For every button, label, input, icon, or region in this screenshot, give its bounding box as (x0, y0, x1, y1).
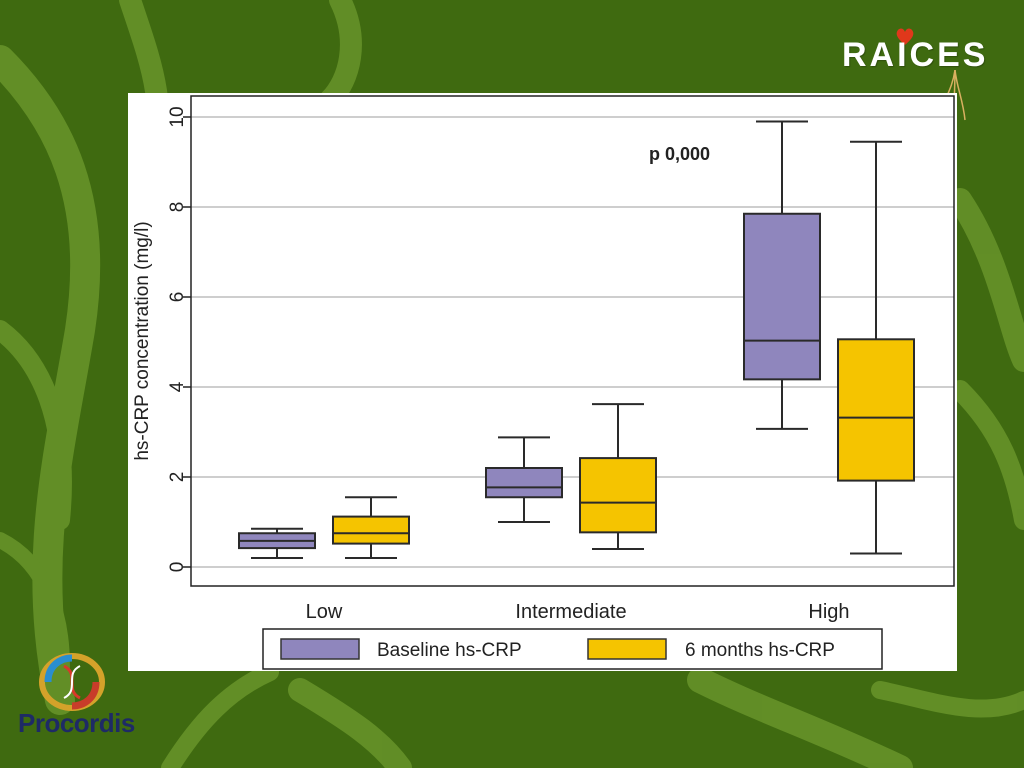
x-category-label: Low (306, 601, 343, 623)
heart-icon (896, 28, 914, 45)
legend-box (262, 628, 883, 670)
procordis-emblem-icon (39, 653, 105, 711)
legend-swatch-baseline (280, 638, 360, 660)
y-tick-label: 8 (167, 202, 188, 213)
axes: hs-CRP concentration (mg/l) 0 2 4 6 8 10 Low In… (132, 95, 955, 623)
legend-label-6-months: 6 months hs-CRP (685, 640, 835, 661)
gridlines (191, 116, 954, 568)
box-marks (238, 120, 915, 559)
procordis-logo: Procordis (18, 708, 135, 738)
legend-label-baseline: Baseline hs-CRP (377, 640, 522, 661)
y-axis-label: hs-CRP concentration (mg/l) (132, 221, 153, 460)
box (485, 467, 563, 499)
plot-frame (190, 95, 955, 587)
raices-logo: RAICES (842, 36, 989, 74)
box (743, 212, 821, 381)
box (837, 338, 915, 482)
box-plot: hs-CRP concentration (mg/l) 0 2 4 6 8 10 Low In… (132, 95, 955, 670)
y-tick-label: 4 (167, 381, 188, 392)
chart-panel: hs-CRP concentration (mg/l) 0 2 4 6 8 10 Low In… (128, 93, 957, 671)
x-category-label: High (808, 601, 849, 623)
y-tick-label: 6 (167, 292, 188, 303)
y-tick-label: 2 (167, 472, 188, 483)
y-tick-label: 0 (167, 562, 188, 573)
box (332, 515, 410, 545)
box (579, 457, 657, 534)
p-value-annotation: p 0,000 (649, 144, 710, 164)
x-category-label: Intermediate (515, 601, 626, 623)
y-tick-label: 10 (167, 106, 188, 127)
legend: Baseline hs-CRP 6 months hs-CRP (262, 628, 883, 670)
legend-swatch-6-months (587, 638, 667, 660)
